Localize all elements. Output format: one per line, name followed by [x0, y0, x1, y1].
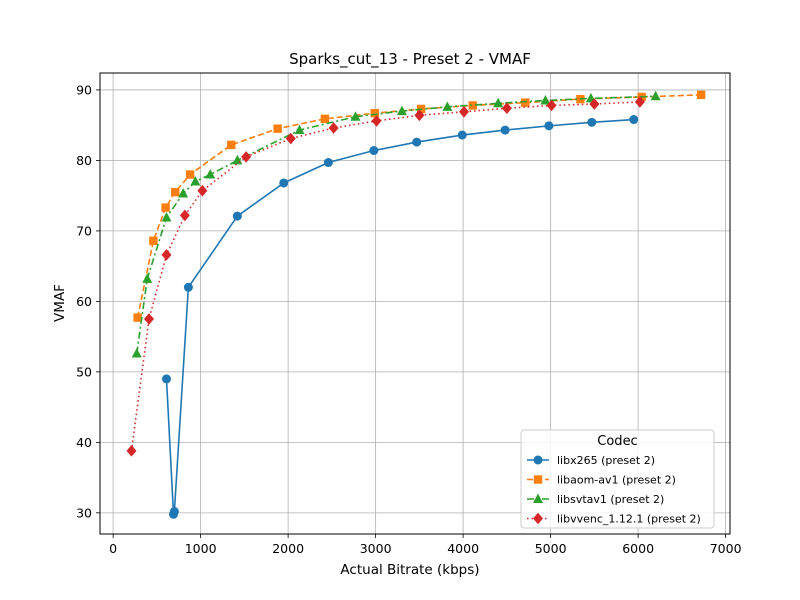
- chart-title: Sparks_cut_13 - Preset 2 - VMAF: [289, 50, 531, 69]
- data-point: [162, 374, 171, 384]
- legend: Codec libx265 (preset 2) libaom-av1 (pres…: [520, 429, 715, 529]
- data-point: [161, 212, 172, 222]
- series-1: [162, 115, 639, 519]
- data-point: [540, 94, 551, 105]
- data-point: [501, 102, 512, 115]
- legend-entry-3: libsvtav1 (preset 2): [527, 493, 664, 506]
- legend-marker: [533, 512, 543, 525]
- data-point: [144, 313, 154, 325]
- data-point: [323, 158, 333, 168]
- data-point: [227, 140, 236, 150]
- x-tick-label: 0: [109, 541, 117, 556]
- x-tick-label: 5000: [535, 541, 567, 556]
- data-point: [442, 101, 453, 111]
- data-point: [589, 98, 600, 110]
- data-point: [468, 101, 477, 110]
- data-point: [169, 506, 179, 516]
- data-point: [521, 98, 530, 107]
- legend-entry-1: libx265 (preset 2): [527, 454, 655, 467]
- data-point: [133, 313, 142, 322]
- y-axis-label: VMAF: [52, 284, 68, 322]
- legend-title: Codec: [597, 434, 637, 449]
- data-point: [544, 121, 554, 131]
- legend-label: libaom-av1 (preset 2): [557, 474, 676, 487]
- data-point: [412, 137, 422, 147]
- data-point: [350, 111, 361, 121]
- x-tick-label: 6000: [622, 541, 654, 556]
- data-point: [696, 90, 706, 100]
- data-point: [171, 187, 180, 197]
- y-tick-label: 40: [76, 435, 92, 450]
- data-point: [328, 122, 339, 134]
- data-point: [546, 99, 557, 112]
- data-point: [185, 170, 195, 179]
- x-tick-label: 7000: [710, 541, 742, 556]
- x-axis-ticks: 0 1000 2000 3000 4000 5000 6000 7000: [109, 534, 742, 556]
- data-point: [205, 169, 216, 179]
- x-tick-label: 1000: [185, 541, 217, 556]
- x-axis-label: Actual Bitrate (kbps): [340, 562, 479, 578]
- legend-label: libsvtav1 (preset 2): [557, 493, 664, 506]
- legend-marker: [533, 475, 543, 484]
- y-tick-label: 30: [76, 505, 92, 520]
- data-point: [161, 249, 172, 261]
- data-point: [183, 282, 193, 292]
- data-point: [500, 125, 510, 135]
- y-tick-label: 60: [76, 294, 92, 309]
- data-point: [190, 176, 201, 186]
- data-point: [142, 273, 153, 283]
- data-point: [178, 188, 189, 198]
- data-point: [285, 132, 296, 145]
- data-point: [493, 97, 504, 108]
- data-point: [320, 114, 330, 124]
- legend-marker: [533, 493, 543, 503]
- data-point: [197, 184, 208, 197]
- data-point: [294, 124, 305, 135]
- legend-label: libvvenc_1.12.1 (preset 2): [557, 513, 701, 526]
- data-point: [629, 115, 639, 125]
- data-point: [241, 151, 252, 163]
- series-layer: [126, 90, 706, 519]
- legend-entry-4: libvvenc_1.12.1 (preset 2): [527, 513, 701, 526]
- data-point: [459, 105, 469, 118]
- x-tick-label: 3000: [360, 541, 392, 556]
- data-point: [149, 236, 158, 245]
- data-point: [634, 96, 645, 108]
- x-tick-label: 4000: [447, 541, 479, 556]
- y-tick-label: 80: [76, 153, 92, 168]
- legend-box: [520, 429, 715, 529]
- data-point: [414, 109, 425, 122]
- data-point: [279, 178, 289, 188]
- data-point: [457, 130, 467, 140]
- plot-frame: [99, 72, 731, 535]
- data-point: [371, 115, 382, 127]
- data-point: [650, 90, 661, 101]
- data-point: [126, 445, 137, 457]
- data-point: [587, 117, 597, 127]
- legend-label: libx265 (preset 2): [557, 454, 655, 467]
- y-axis-ticks: 30 40 50 60 70 80 90: [76, 82, 100, 520]
- legend-entries: libx265 (preset 2) libaom-av1 (preset 2) l…: [527, 454, 701, 526]
- series-line: [136, 94, 702, 318]
- series-4: [126, 96, 645, 457]
- y-tick-label: 90: [76, 82, 92, 97]
- data-point: [179, 209, 190, 222]
- data-point: [396, 105, 407, 116]
- data-point: [131, 348, 142, 358]
- x-tick-label: 2000: [272, 541, 304, 556]
- y-tick-label: 70: [76, 223, 92, 238]
- plot-area: 0 1000 2000 3000 4000 5000 6000 7000 30 40 50 60 70…: [76, 72, 742, 556]
- legend-entry-2: libaom-av1 (preset 2): [527, 474, 676, 487]
- series-line: [165, 118, 634, 515]
- y-tick-label: 50: [76, 364, 92, 379]
- legend-marker: [533, 455, 543, 465]
- data-point: [232, 211, 242, 221]
- data-point: [370, 108, 379, 118]
- data-point: [273, 124, 282, 133]
- series-3: [131, 90, 661, 358]
- data-point: [161, 203, 170, 212]
- data-point: [369, 146, 379, 156]
